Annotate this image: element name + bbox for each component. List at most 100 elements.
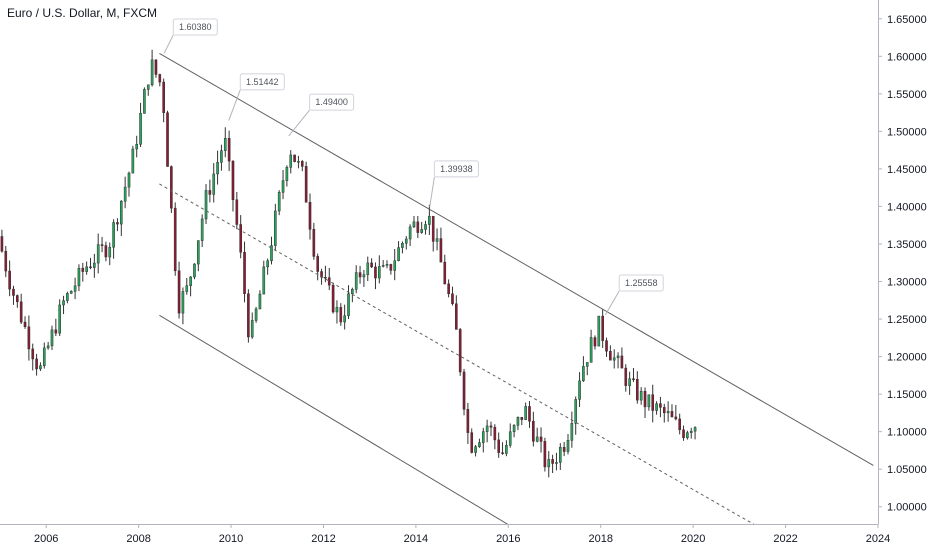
- candle: [42, 342, 46, 369]
- candle: [609, 345, 612, 361]
- candle-body-down: [431, 215, 435, 242]
- candle-body-up: [478, 442, 481, 447]
- candle-body-down: [593, 337, 597, 347]
- candle: [481, 427, 485, 453]
- candle-body-down: [300, 161, 304, 167]
- candle-body-up: [693, 427, 697, 432]
- candle-body-up: [77, 267, 81, 287]
- candle: [512, 424, 516, 438]
- candle-body-down: [12, 288, 15, 296]
- candle: [366, 256, 370, 281]
- candle-body-up: [277, 192, 281, 212]
- candle-body-up: [58, 304, 61, 334]
- candle: [562, 441, 566, 457]
- y-tick-label: 1.35000: [887, 239, 927, 251]
- candle: [312, 222, 316, 260]
- candle: [431, 215, 435, 252]
- candle: [154, 59, 158, 78]
- callout-label: 1.49400: [315, 97, 348, 107]
- callout-box: [172, 18, 218, 36]
- candle: [647, 394, 651, 411]
- candle-body-up: [143, 89, 146, 114]
- candle: [412, 215, 416, 229]
- candle-body-up: [508, 431, 512, 446]
- candle-body-down: [81, 267, 85, 272]
- candle-body-down: [235, 199, 239, 225]
- candle: [528, 401, 531, 428]
- candle-body-up: [381, 265, 385, 267]
- candle: [416, 215, 420, 239]
- candle: [439, 227, 443, 263]
- candle-body-down: [324, 276, 327, 279]
- candle-body-up: [181, 291, 185, 314]
- candle-body-up: [297, 161, 300, 163]
- candle: [212, 163, 216, 203]
- candle-body-up: [578, 380, 581, 400]
- candle-body-up: [347, 293, 350, 316]
- candle: [123, 176, 127, 209]
- price-callout[interactable]: 1.51442: [228, 73, 285, 121]
- price-callout[interactable]: 1.39938: [429, 160, 479, 207]
- candle: [227, 130, 231, 172]
- candle: [524, 402, 527, 421]
- candle: [89, 257, 92, 270]
- price-callout[interactable]: 1.60380: [163, 18, 218, 54]
- lower-channel-line[interactable]: [159, 314, 523, 534]
- candle-body-down: [497, 439, 500, 453]
- candle: [77, 264, 81, 292]
- candle-body-up: [220, 150, 223, 163]
- candle: [247, 289, 250, 343]
- candle-body-up: [481, 431, 485, 443]
- price-callout[interactable]: 1.49400: [288, 93, 355, 137]
- candle-body-up: [69, 291, 73, 294]
- candle: [501, 442, 504, 455]
- candle: [539, 427, 543, 453]
- y-tick-label: 1.50000: [887, 126, 927, 138]
- candle-body-up: [123, 186, 127, 202]
- candle-body-up: [193, 263, 196, 278]
- candle: [177, 261, 181, 319]
- candle: [119, 200, 123, 236]
- callout-pointer: [604, 290, 620, 316]
- price-callout[interactable]: 1.25558: [604, 274, 664, 316]
- candle: [689, 427, 693, 439]
- candle: [485, 419, 489, 443]
- candle: [331, 282, 335, 314]
- candle-body-down: [243, 251, 246, 294]
- candle: [385, 260, 389, 269]
- candle: [23, 316, 27, 329]
- candle-body-up: [666, 411, 670, 414]
- candle: [150, 49, 154, 87]
- candle: [104, 241, 108, 262]
- upper-channel-line[interactable]: [159, 53, 874, 466]
- candle: [39, 362, 42, 372]
- candle-body-up: [655, 403, 658, 411]
- candle: [343, 304, 346, 330]
- y-tick-label: 1.55000: [887, 89, 927, 101]
- candle: [231, 160, 235, 212]
- candle-body-up: [66, 293, 69, 301]
- candle: [686, 430, 689, 440]
- candle: [27, 315, 31, 361]
- candle: [662, 403, 666, 423]
- candle: [458, 327, 462, 376]
- candle-body-up: [93, 262, 96, 268]
- candle-body-up: [200, 218, 204, 241]
- candle: [582, 356, 585, 382]
- y-axis-panel[interactable]: [878, 0, 932, 550]
- candle: [443, 254, 447, 285]
- midline-line[interactable]: [159, 183, 763, 530]
- candle-body-up: [119, 200, 123, 225]
- candle: [170, 165, 173, 213]
- candle: [505, 440, 508, 457]
- candle: [566, 434, 570, 455]
- x-axis-panel[interactable]: [0, 524, 878, 550]
- candle: [339, 303, 343, 326]
- candle-body-up: [378, 266, 381, 279]
- candle: [470, 428, 474, 454]
- candle: [547, 451, 551, 478]
- candle: [401, 241, 404, 254]
